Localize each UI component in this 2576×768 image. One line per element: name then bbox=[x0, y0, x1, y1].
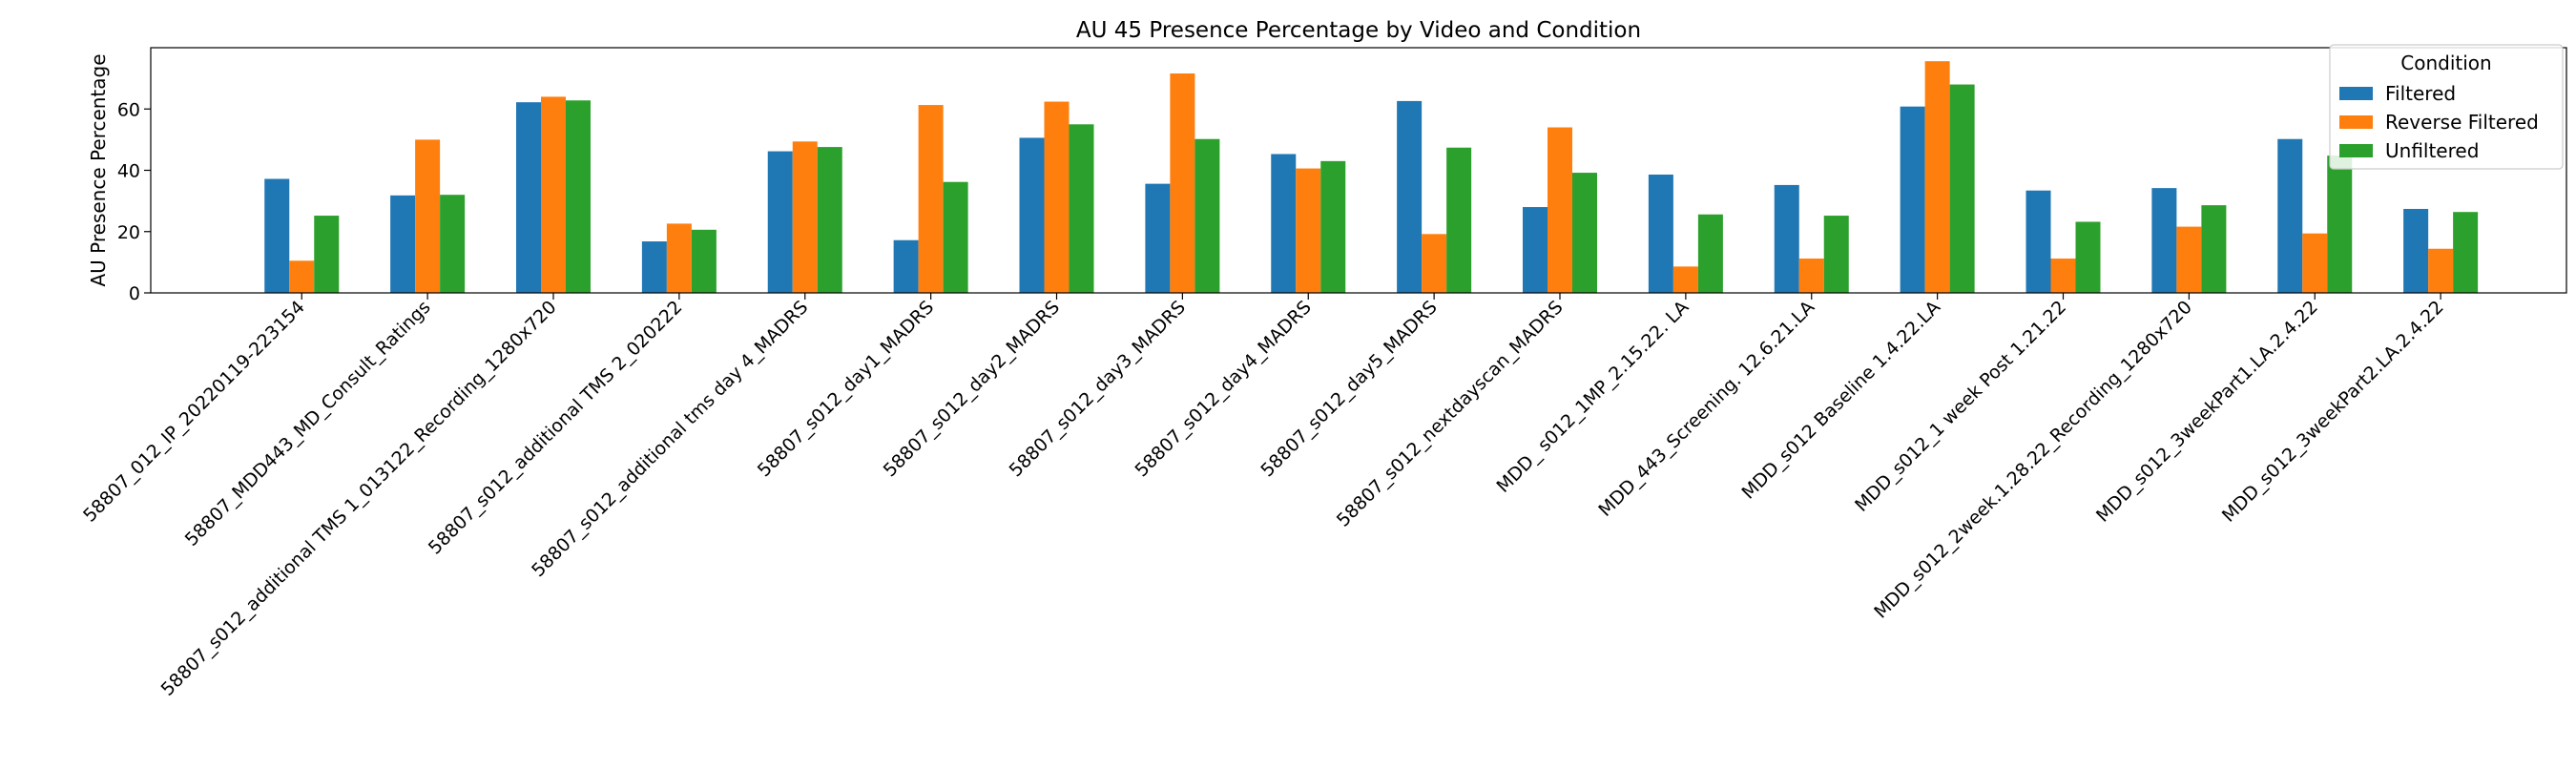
legend-label-reverse-filtered: Reverse Filtered bbox=[2385, 111, 2539, 134]
bar-reverse-filtered-10 bbox=[1422, 234, 1447, 293]
bar-unfiltered-7 bbox=[1069, 124, 1094, 293]
bar-filtered-2 bbox=[390, 195, 416, 293]
x-tick-label: MDD_s012_1 week Post 1.21.22 bbox=[1851, 297, 2070, 516]
bar-filtered-14 bbox=[1900, 106, 1925, 294]
bar-unfiltered-12 bbox=[1697, 214, 1723, 293]
x-tick-label: 58807_MDD443_MD_Consult_Ratings bbox=[181, 297, 435, 550]
bar-reverse-filtered-9 bbox=[1296, 168, 1321, 293]
y-tick-label: 0 bbox=[129, 283, 140, 304]
bar-unfiltered-16 bbox=[2201, 205, 2227, 293]
bar-reverse-filtered-3 bbox=[541, 96, 566, 294]
bar-reverse-filtered-14 bbox=[1924, 61, 1950, 293]
x-tick-label: MDD_s012 Baseline 1.4.22.LA bbox=[1737, 297, 1944, 504]
bar-filtered-16 bbox=[2151, 188, 2177, 293]
x-tick-label: 58807_s012_additional TMS 2_020222 bbox=[425, 297, 687, 559]
bar-filtered-9 bbox=[1271, 154, 1297, 293]
bar-reverse-filtered-7 bbox=[1044, 101, 1070, 293]
bar-reverse-filtered-13 bbox=[1798, 259, 1824, 293]
bar-filtered-12 bbox=[1648, 175, 1673, 293]
bar-reverse-filtered-15 bbox=[2050, 259, 2076, 293]
bar-filtered-13 bbox=[1774, 184, 1799, 293]
y-tick-label: 20 bbox=[117, 222, 140, 243]
bar-filtered-3 bbox=[516, 102, 541, 294]
bar-unfiltered-6 bbox=[943, 181, 968, 293]
bar-unfiltered-10 bbox=[1446, 147, 1472, 293]
y-tick-label: 60 bbox=[117, 99, 140, 120]
legend-swatch-reverse-filtered bbox=[2339, 115, 2373, 129]
plot-frame bbox=[150, 47, 2567, 294]
bar-unfiltered-13 bbox=[1823, 216, 1849, 293]
bar-unfiltered-5 bbox=[817, 147, 842, 293]
y-axis-label: AU Presence Percentage bbox=[87, 53, 110, 286]
bar-reverse-filtered-8 bbox=[1170, 73, 1195, 294]
bar-unfiltered-9 bbox=[1320, 160, 1346, 293]
x-tick-label: 58807_s012_nextdayscan_MADRS bbox=[1333, 297, 1568, 531]
bar-filtered-7 bbox=[1019, 137, 1045, 293]
bar-filtered-5 bbox=[767, 151, 793, 293]
x-tick-label: MDD_s012_3weekPart1.LA.2.4.22 bbox=[2092, 297, 2322, 527]
bar-unfiltered-2 bbox=[440, 195, 466, 293]
bar-unfiltered-8 bbox=[1195, 138, 1220, 293]
bar-reverse-filtered-12 bbox=[1672, 266, 1698, 293]
bar-unfiltered-15 bbox=[2075, 221, 2101, 293]
bar-filtered-10 bbox=[1397, 100, 1423, 294]
bar-unfiltered-18 bbox=[2453, 212, 2479, 293]
bar-unfiltered-17 bbox=[2327, 156, 2353, 293]
bar-reverse-filtered-11 bbox=[1548, 127, 1572, 293]
bar-filtered-18 bbox=[2403, 208, 2429, 293]
bar-filtered-11 bbox=[1523, 207, 1548, 293]
chart-title: AU 45 Presence Percentage by Video and C… bbox=[1076, 18, 1641, 43]
y-tick-label: 40 bbox=[117, 161, 140, 182]
bar-reverse-filtered-16 bbox=[2176, 226, 2202, 293]
x-tick-label: MDD_s012_3weekPart2.LA.2.4.22 bbox=[2218, 297, 2448, 527]
legend-label-filtered: Filtered bbox=[2385, 82, 2456, 105]
bar-reverse-filtered-5 bbox=[792, 141, 818, 293]
plot-area: 58807_012_IP_20220119-22315458807_MDD443… bbox=[79, 47, 2567, 700]
x-tick-label: 58807_s012_additional tms day 4_MADRS bbox=[528, 297, 812, 581]
bar-unfiltered-3 bbox=[566, 100, 591, 293]
bar-reverse-filtered-17 bbox=[2302, 233, 2328, 293]
legend-swatch-unfiltered bbox=[2339, 144, 2373, 157]
bar-filtered-1 bbox=[264, 178, 290, 293]
legend-box bbox=[2329, 44, 2564, 170]
bar-filtered-4 bbox=[641, 241, 667, 293]
legend-swatch-filtered bbox=[2339, 87, 2373, 100]
bar-filtered-6 bbox=[893, 239, 919, 293]
x-tick-label: 58807_012_IP_20220119-223154 bbox=[79, 297, 309, 527]
bar-unfiltered-1 bbox=[314, 216, 340, 293]
bar-unfiltered-4 bbox=[691, 229, 717, 293]
bar-reverse-filtered-2 bbox=[415, 139, 441, 294]
bar-reverse-filtered-6 bbox=[918, 105, 944, 293]
bar-filtered-17 bbox=[2277, 138, 2303, 293]
bar-unfiltered-14 bbox=[1949, 84, 1975, 293]
legend: Condition Filtered Reverse Filtered Unfilt… bbox=[2329, 44, 2564, 170]
x-tick-label: MDD_443_Screening. 12.6.21.LA bbox=[1594, 297, 1818, 521]
bar-filtered-8 bbox=[1145, 183, 1171, 293]
bar-reverse-filtered-4 bbox=[666, 223, 692, 293]
legend-label-unfiltered: Unfiltered bbox=[2385, 139, 2479, 162]
bar-unfiltered-11 bbox=[1572, 173, 1597, 293]
legend-title: Condition bbox=[2400, 52, 2491, 74]
bar-reverse-filtered-18 bbox=[2428, 248, 2454, 293]
bar-filtered-15 bbox=[2025, 190, 2051, 293]
bar-reverse-filtered-1 bbox=[289, 260, 315, 293]
